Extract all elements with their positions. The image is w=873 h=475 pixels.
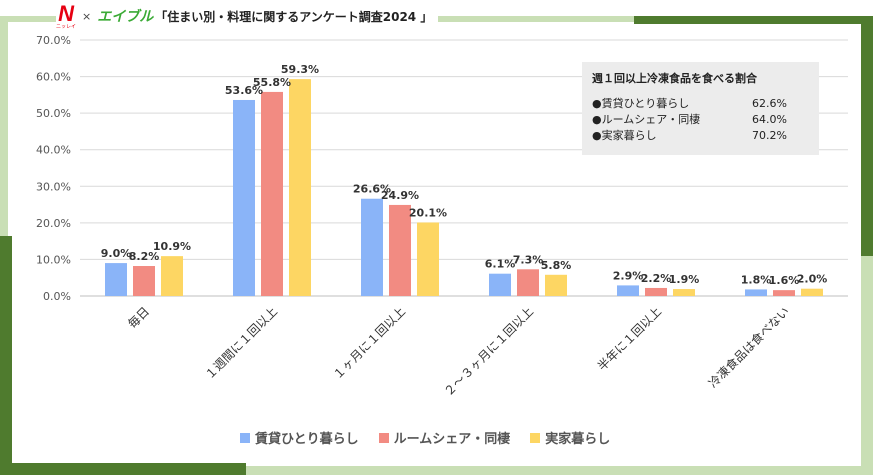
bars [105,79,823,296]
nichirei-logo-caption: ニッレイ [56,23,77,30]
legend-swatch [530,432,541,443]
data-label: 20.1% [409,206,447,219]
data-label: 10.9% [153,240,191,253]
data-label: 9.0% [101,247,132,260]
bar [261,91,283,296]
data-label: 2.9% [613,269,644,282]
times-symbol: × [82,9,92,23]
data-label: 2.2% [641,272,672,285]
summary-row-label: ●ルームシェア・同棲 [592,113,701,126]
summary-row-value: 64.0% [752,113,787,126]
legend-swatch [240,432,250,443]
y-tick-label: 10.0% [36,253,71,266]
bar [745,289,767,296]
y-tick-label: 70.0% [36,34,71,47]
data-label: 53.6% [225,84,263,97]
header: N ニッレイ × エイブル 「住まい別・料理に関するアンケート調査2024 」 [56,0,439,30]
data-label: 5.8% [541,259,572,272]
data-label: 55.8% [253,76,291,89]
y-tick-label: 40.0% [36,144,71,157]
data-label: 24.9% [381,189,419,202]
bar [645,287,667,296]
nichirei-logo-mark: N [58,0,74,26]
data-label: 6.1% [485,258,516,271]
summary-box: 週１回以上冷凍食品を食べる割合 ●賃貸ひとり暮らし 62.6% ●ルームシェア・… [582,62,819,155]
frame-left-accent [0,236,12,475]
nichirei-logo: N ニッレイ [56,0,77,30]
legend-item: 実家暮らし [530,428,610,447]
summary-row: ●ルームシェア・同棲 64.0% [592,112,809,128]
bar [389,204,411,296]
summary-row: ●実家暮らし 70.2% [592,128,809,144]
bar [489,273,511,296]
bar [801,288,823,296]
data-label: 8.2% [129,250,160,263]
category-label: １ヶ月に１回以上 [330,304,408,382]
category-label: 毎日 [125,304,153,332]
legend-label: ルームシェア・同棲 [393,432,511,447]
eible-logo: エイブル [97,8,154,24]
frame-bottom-light [246,466,873,475]
y-tick-label: 30.0% [36,180,71,193]
bar [233,99,255,296]
page-title: 「住まい別・料理に関するアンケート調査2024 」 [155,9,433,24]
bar [161,256,183,296]
y-axis-ticks: 0.0% 10.0% 20.0% 30.0% 40.0% 50.0% 60.0% 70.0% [36,34,71,303]
bar [617,285,639,296]
data-label: 26.6% [353,183,391,196]
category-label: ２～３ヶ月に１回以上 [441,304,536,399]
data-labels: 9.0%8.2%10.9% 53.6%55.8%59.3% 26.6%24.9% 20… [101,63,828,287]
data-label: 2.0% [797,273,828,286]
bar [417,222,439,296]
bar [133,266,155,296]
bar [361,198,383,296]
data-label: 1.6% [769,274,800,287]
data-label: 59.3% [281,63,319,76]
bar [773,290,795,296]
legend-label: 賃貸ひとり暮らし [255,432,359,447]
summary-title: 週１回以上冷凍食品を食べる割合 [592,72,757,85]
y-tick-label: 20.0% [36,217,71,230]
category-labels: 毎日 １週間に１回以上 １ヶ月に１回以上 ２～３ヶ月に１回以上 半年に１回以上 冷凍食品は… [125,304,793,399]
frame-bottom-accent [0,463,246,475]
legend-swatch [378,432,389,443]
bar [545,274,567,296]
bar [517,269,539,296]
frame-top-accent [634,16,873,24]
y-tick-label: 50.0% [36,107,71,120]
legend: 賃貸ひとり暮らし ルームシェア・同棲 実家暮らし [240,428,610,447]
y-tick-label: 60.0% [36,71,71,84]
frame-right-accent [861,16,873,256]
legend-item: 賃貸ひとり暮らし [240,428,359,447]
bar [289,79,311,296]
summary-row-value: 70.2% [752,129,787,142]
bar [673,289,695,296]
data-label: 1.8% [741,273,772,286]
y-tick-label: 0.0% [43,290,71,303]
legend-label: 実家暮らし [545,432,611,447]
category-label: 冷凍食品は食べない [705,304,792,391]
legend-item: ルームシェア・同棲 [378,428,511,447]
bar [105,263,127,296]
summary-row-value: 62.6% [752,97,787,110]
data-label: 7.3% [513,253,544,266]
summary-row-label: ●賃貸ひとり暮らし [592,97,690,110]
data-label: 1.9% [669,273,700,286]
category-label: １週間に１回以上 [202,304,280,382]
frame-right-light [861,256,873,471]
category-label: 半年に１回以上 [595,304,664,373]
summary-row: ●賃貸ひとり暮らし 62.6% [592,96,809,112]
summary-row-label: ●実家暮らし [592,129,657,142]
